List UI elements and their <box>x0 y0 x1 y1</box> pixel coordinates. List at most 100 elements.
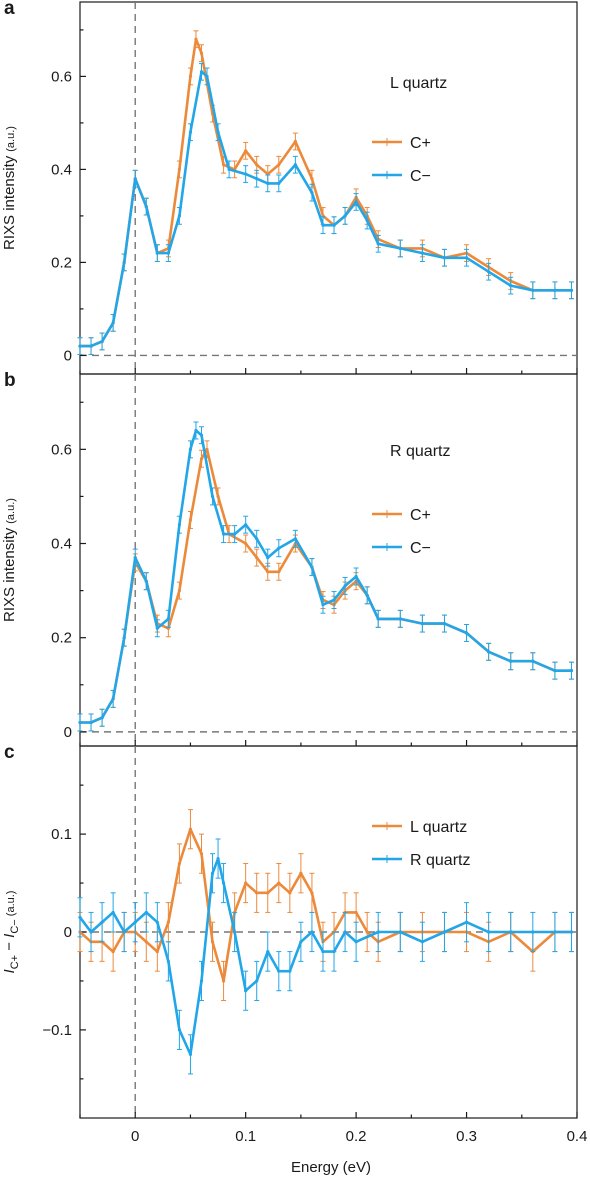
data-point <box>78 720 82 725</box>
data-point <box>531 288 535 292</box>
data-point <box>277 546 281 550</box>
panel-annotation: L quartz <box>390 75 447 92</box>
data-point <box>177 167 181 171</box>
data-point <box>365 930 369 934</box>
data-point <box>321 603 325 607</box>
data-point <box>122 930 126 934</box>
data-point <box>233 532 237 536</box>
data-point <box>216 494 220 499</box>
legend-label: C− <box>410 168 431 185</box>
data-point <box>332 949 336 954</box>
data-point <box>553 669 557 673</box>
data-point <box>464 631 469 635</box>
data-point <box>144 579 148 583</box>
data-point <box>205 447 209 451</box>
data-point <box>277 181 281 185</box>
data-point <box>365 593 369 597</box>
data-point <box>233 930 237 934</box>
data-point <box>188 827 193 831</box>
data-point <box>111 321 115 325</box>
data-point <box>354 910 358 915</box>
data-point <box>221 532 226 536</box>
series-line <box>78 857 572 1056</box>
data-point <box>111 949 115 954</box>
data-point <box>365 218 369 223</box>
x-tick-label: 0 <box>131 1128 139 1145</box>
data-point <box>166 920 170 924</box>
data-point <box>89 344 93 348</box>
y-axis-unit: (a.u.) <box>5 498 17 524</box>
legend-label: C+ <box>410 135 431 152</box>
data-point <box>244 541 248 546</box>
data-point <box>177 861 181 866</box>
data-point <box>299 940 303 944</box>
data-point <box>177 589 181 593</box>
series-line <box>80 448 572 724</box>
data-point <box>188 130 193 134</box>
data-point <box>487 930 491 934</box>
data-point <box>133 177 137 181</box>
data-point <box>210 871 215 875</box>
data-point <box>122 636 126 640</box>
data-point <box>310 930 314 934</box>
data-point <box>376 617 380 621</box>
data-point <box>332 598 336 602</box>
y-axis-symbol-2: I <box>1 934 18 938</box>
data-point <box>216 130 220 134</box>
data-point <box>354 940 358 944</box>
data-point <box>111 910 115 915</box>
y-tick-label: 0.2 <box>51 630 72 647</box>
data-point <box>194 428 198 433</box>
y-tick-label: −0.1 <box>42 1022 72 1039</box>
y-tick-label: 0.6 <box>51 441 72 458</box>
y-tick-label: 0.6 <box>51 68 72 85</box>
data-point <box>244 989 248 993</box>
data-point <box>266 949 270 954</box>
data-point <box>155 920 159 924</box>
data-point <box>293 537 297 541</box>
y-axis-title-main: RIXS intensity <box>1 527 18 622</box>
legend-label: R quartz <box>410 852 470 869</box>
data-point <box>569 669 574 673</box>
panel-letter: b <box>4 370 16 391</box>
data-point <box>354 200 358 204</box>
data-point <box>199 852 204 856</box>
data-point <box>266 570 270 574</box>
data-point <box>210 940 215 944</box>
data-point <box>487 270 491 274</box>
x-tick-label: 0.2 <box>346 1128 367 1145</box>
legend-label: L quartz <box>410 819 467 836</box>
legend-label: C+ <box>410 507 431 524</box>
data-point <box>144 205 148 209</box>
data-point <box>343 584 347 588</box>
data-point <box>376 242 380 246</box>
panel-letter: c <box>4 742 15 763</box>
data-point <box>177 1028 181 1032</box>
x-tick-label: 0.1 <box>235 1128 256 1145</box>
data-point <box>155 251 159 255</box>
y-tick-label: 0.2 <box>51 254 72 271</box>
data-point <box>398 246 402 251</box>
data-point <box>188 447 193 451</box>
y-axis-subscript-1: C+ <box>9 955 21 969</box>
data-point <box>277 881 281 885</box>
y-tick-label: 0.4 <box>51 161 72 178</box>
series-line <box>80 429 572 724</box>
data-point <box>244 881 248 885</box>
data-point <box>155 626 159 630</box>
panel-a: 0 0.2 0.4 0.6 a RIXS intensity (a.u.) L quartz C… <box>1 0 578 375</box>
data-point <box>199 51 204 55</box>
y-axis-minus: − <box>1 938 18 955</box>
data-point <box>133 556 137 560</box>
data-point <box>100 339 104 344</box>
y-axis-title-main: RIXS intensity <box>1 155 18 250</box>
data-point <box>227 167 231 171</box>
data-point <box>177 523 181 527</box>
data-point <box>166 959 170 963</box>
data-point <box>299 871 303 875</box>
data-point <box>343 214 347 218</box>
data-point <box>569 930 574 934</box>
data-point <box>194 37 198 41</box>
series-c- <box>77 30 574 355</box>
